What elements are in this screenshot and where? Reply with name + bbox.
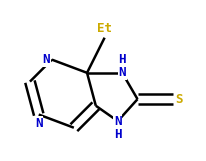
Text: N: N (35, 117, 42, 130)
Text: N: N (114, 115, 121, 128)
Text: S: S (174, 93, 181, 106)
Text: H: H (118, 53, 125, 66)
Text: N: N (118, 66, 125, 79)
Text: Et: Et (97, 23, 112, 35)
Text: H: H (114, 128, 121, 141)
Text: N: N (42, 53, 49, 66)
